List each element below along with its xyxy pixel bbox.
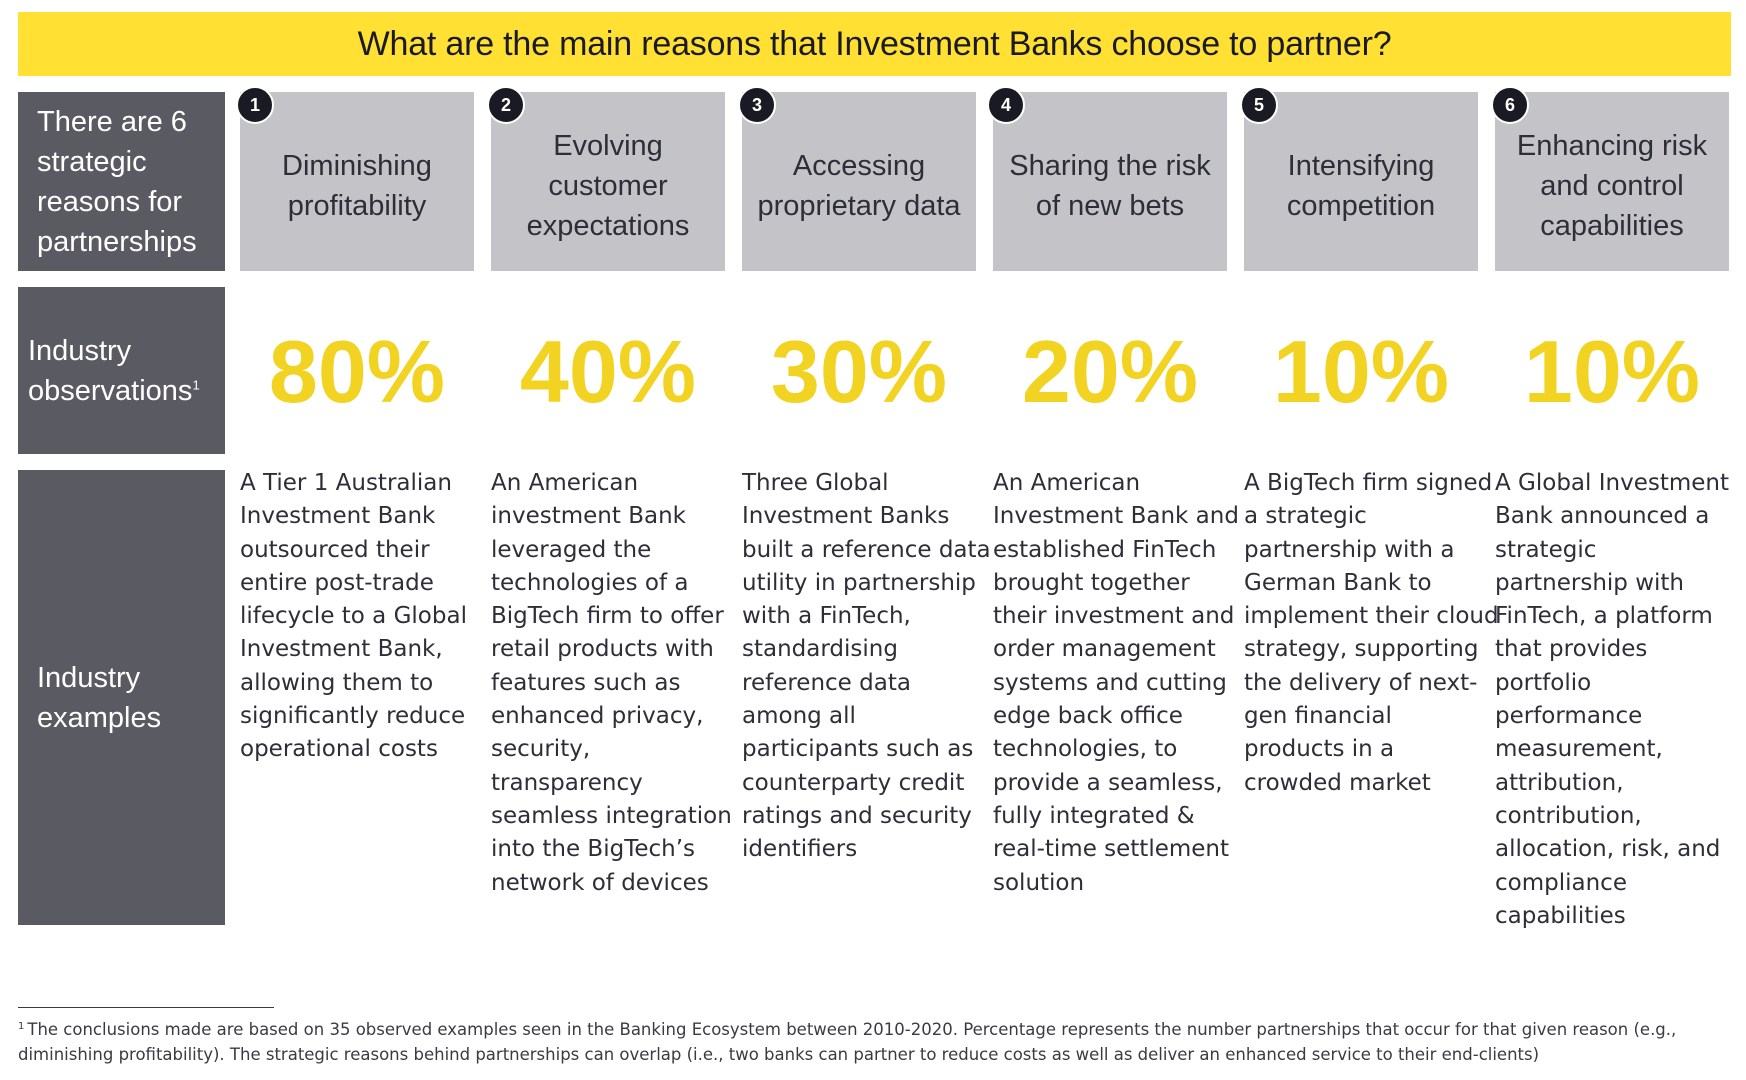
reason-label: Evolving customer expectations	[526, 129, 690, 242]
industry-example: A Global Investment Bank announced a str…	[1495, 470, 1729, 929]
footnote-text: The conclusions made are based on 35 obs…	[18, 1020, 1677, 1064]
footnote: 1 The conclusions made are based on 35 ob…	[18, 1017, 1723, 1067]
industry-example: A Tier 1 Australian Investment Bank outs…	[240, 470, 467, 763]
reason-label: Accessing proprietary data	[757, 149, 961, 222]
reason-box-4: Sharing the risk of new bets	[993, 92, 1227, 271]
reason-number-badge: 3	[738, 86, 776, 124]
observation-percentage: 10%	[1272, 322, 1450, 421]
reason-label: Diminishing profitability	[282, 149, 432, 222]
footnote-number: 1	[18, 1020, 25, 1032]
reason-box-3: Accessing proprietary data	[742, 92, 976, 271]
reason-label: Sharing the risk of new bets	[1009, 149, 1211, 222]
reason-number-badge: 5	[1240, 86, 1278, 124]
page-title: What are the main reasons that Investmen…	[357, 24, 1392, 63]
row-label-observations-text: Industry observations	[28, 334, 193, 407]
observation-percentage: 30%	[770, 322, 948, 421]
reason-number-badge: 1	[236, 86, 274, 124]
reason-number-badge: 6	[1491, 86, 1529, 124]
footnote-marker: 1	[192, 376, 200, 392]
row-label-examples: Industry examples	[18, 470, 225, 925]
reason-number-badge: 4	[987, 86, 1025, 124]
reason-label: Enhancing risk and control capabilities	[1516, 129, 1708, 242]
row-label-observations: Industry observations1	[18, 287, 225, 454]
observation-percentage: 80%	[268, 322, 446, 421]
reason-box-5: Intensifying competition	[1244, 92, 1478, 271]
reason-number-badge: 2	[487, 86, 525, 124]
industry-example: An American investment Bank leveraged th…	[491, 470, 732, 896]
reason-box-2: Evolving customer expectations	[491, 92, 725, 271]
observation-percentage: 10%	[1523, 322, 1701, 421]
reason-box-6: Enhancing risk and control capabilities	[1495, 92, 1729, 271]
reason-box-1: Diminishing profitability	[240, 92, 474, 271]
row-label-reasons: There are 6 strategic reasons for partne…	[18, 92, 225, 271]
title-banner: What are the main reasons that Investmen…	[18, 12, 1731, 76]
reason-label: Intensifying competition	[1286, 149, 1436, 222]
industry-example: A BigTech firm signed a strategic partne…	[1244, 470, 1499, 796]
industry-example: Three Global Investment Banks built a re…	[742, 470, 991, 863]
industry-example: An American Investment Bank and establis…	[993, 470, 1239, 896]
observation-percentage: 20%	[1021, 322, 1199, 421]
footnote-divider	[18, 1007, 274, 1008]
observation-percentage: 40%	[519, 322, 697, 421]
